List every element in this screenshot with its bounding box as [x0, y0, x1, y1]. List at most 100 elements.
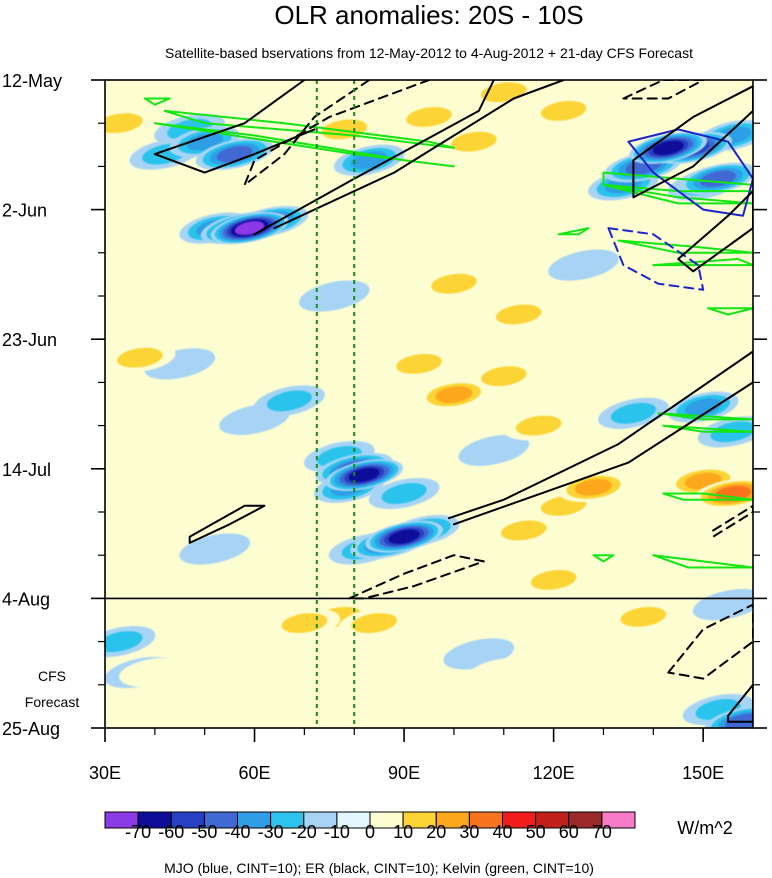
olr-patch-46-level-20 [620, 606, 667, 627]
er-contour-11 [667, 603, 753, 680]
kelvin-contour-4 [557, 227, 590, 236]
olr-patch-3-level--10 [458, 434, 530, 466]
wave-contours [143, 80, 753, 723]
colorbar-label-13: 60 [559, 822, 579, 842]
olr-patch-37-level-20 [515, 415, 562, 436]
er-contour-2 [273, 80, 565, 230]
er-contour-3 [243, 80, 430, 186]
colorbar-label-7: 0 [365, 822, 375, 842]
olr-patch-18-level-10 [188, 287, 261, 317]
olr-patch-45-level-20 [530, 569, 577, 590]
olr-patch-47-level-20 [105, 113, 143, 134]
chart-subtitle: Satellite-based bservations from 12-May-… [165, 45, 693, 61]
colorbar-label-8: 10 [393, 822, 413, 842]
er-contour-7 [188, 504, 266, 544]
olr-patch-4-level--10 [179, 533, 251, 565]
olr-patch-27-level--20 [266, 390, 312, 412]
y-axis: 12-May 2-Jun 23-Jun 14-Jul 4-Aug 25-Aug [2, 71, 767, 739]
olr-patch-17-level-10 [288, 312, 361, 342]
kelvin-contour-7 [707, 307, 753, 316]
olr-patch-48-level-20 [117, 347, 163, 368]
reference-longitude-lines [315, 80, 356, 728]
olr-patch-40-level-20 [431, 273, 477, 294]
kelvin-contour-0 [163, 109, 455, 149]
olr-patch-67-level-40 [715, 485, 752, 502]
olr-patch-53-level--30 [684, 398, 722, 416]
x-axis: 30E 60E 90E 120E 150E [89, 728, 724, 783]
olr-patch-14-level-10 [105, 478, 161, 509]
x-tick-label-0: 30E [89, 763, 121, 783]
y-tick-label-3: 14-Jul [2, 460, 51, 480]
olr-patch-39-level-20 [500, 520, 547, 541]
x-tick-label-2: 90E [388, 763, 420, 783]
mjo-contour-1 [607, 227, 705, 291]
olr-patch-41-level-20 [495, 304, 542, 325]
olr-patch-16-level-10 [468, 657, 540, 688]
forecast-label-line-1: CFS [38, 668, 66, 684]
plot-area [104, 79, 754, 729]
colorbar-label-1: -60 [158, 822, 184, 842]
olr-patch-71-level--60 [348, 467, 380, 483]
olr-patch-35-level-20 [396, 353, 442, 374]
colorbar-label-14: 70 [592, 822, 612, 842]
x-tick-label-1: 60E [239, 763, 271, 783]
colorbar-label-6: -10 [324, 822, 350, 842]
olr-patch-12-level-10 [178, 614, 251, 645]
kelvin-contour-11 [652, 554, 753, 569]
forecast-label-line-2: Forecast [25, 694, 80, 710]
olr-patch-22-level--20 [610, 402, 656, 424]
x-tick-label-4: 150E [682, 763, 724, 783]
plot-frame [104, 79, 754, 729]
olr-patch-70-level--60 [652, 140, 684, 156]
kelvin-contour-13 [143, 97, 171, 106]
olr-patch-73-level--70 [234, 221, 265, 236]
colorbar-label-3: -40 [224, 822, 250, 842]
y-tick-label-4: 4-Aug [2, 589, 50, 609]
kelvin-contour-12 [592, 554, 615, 563]
olr-patch-72-level--60 [388, 529, 420, 544]
kelvin-contour-9 [662, 424, 753, 433]
olr-anomaly-patches [105, 80, 753, 728]
olr-patch-57-level-30 [435, 386, 473, 404]
olr-patch-15-level-10 [119, 657, 191, 688]
olr-patch-10-level-10 [517, 139, 590, 169]
olr-patch-5-level--10 [548, 249, 619, 281]
er-contour-1 [253, 80, 495, 236]
olr-patch-25-level--20 [381, 483, 427, 504]
kelvin-contour-3 [602, 183, 753, 205]
er-contour-6 [677, 190, 753, 273]
y-tick-label-5: 25-Aug [2, 719, 60, 739]
colorbar-label-9: 20 [426, 822, 446, 842]
kelvin-contour-1 [153, 122, 455, 168]
er-contour-5 [632, 85, 753, 199]
y-tick-label-2: 23-Jun [2, 330, 57, 350]
olr-patch-6-level--10 [692, 588, 753, 621]
olr-patch-34-level-20 [540, 100, 587, 121]
colorbar-label-12: 50 [526, 822, 546, 842]
colorbar-label-2: -50 [191, 822, 217, 842]
colorbar-label-4: -30 [258, 822, 284, 842]
er-contour-4 [622, 80, 705, 100]
olr-patch-32-level-20 [451, 131, 497, 152]
chart-title: OLR anomalies: 20S - 10S [274, 0, 583, 30]
er-contour-0 [153, 80, 316, 174]
y-tick-label-0: 12-May [2, 71, 62, 91]
colorbar-label-0: -70 [125, 822, 151, 842]
colorbar: -70 -60 -50 -40 -30 -20 -10 0 10 20 30 40 50 60 70 [104, 811, 636, 842]
colorbar-label-10: 30 [459, 822, 479, 842]
olr-patch-58-level-30 [574, 478, 613, 496]
x-tick-label-3: 120E [533, 763, 575, 783]
olr-patch-44-level-20 [351, 613, 398, 634]
contour-legend: MJO (blue, CINT=10); ER (black, CINT=10)… [164, 860, 594, 876]
er-contour-12 [727, 683, 753, 723]
kelvin-contour-8 [657, 412, 753, 421]
er-contour-10 [712, 504, 753, 538]
kelvin-contour-10 [662, 492, 753, 501]
colorbar-label-5: -20 [291, 822, 317, 842]
colorbar-label-11: 40 [492, 822, 512, 842]
colorbar-unit: W/m^2 [677, 818, 732, 838]
y-tick-label-1: 2-Jun [2, 201, 47, 221]
olr-patch-29-level--20 [105, 631, 143, 653]
colorbar-swatch-15 [601, 811, 636, 829]
